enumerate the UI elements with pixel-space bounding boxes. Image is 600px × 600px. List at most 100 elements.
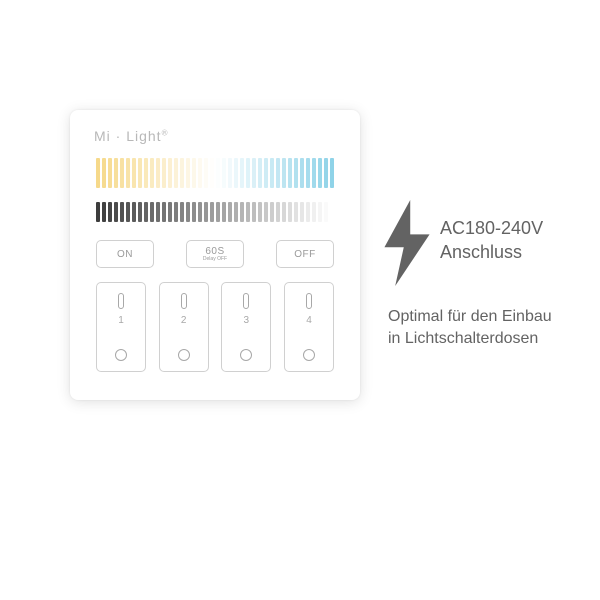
cct-segment (312, 158, 316, 188)
voltage-line-1: AC180-240V (440, 216, 543, 240)
cct-segment (108, 158, 112, 188)
dim-segment (276, 202, 280, 222)
button-row: ON 60S Delay OFF OFF (96, 240, 334, 268)
on-label: ON (117, 249, 133, 260)
zone-number: 2 (181, 315, 187, 326)
dim-segment (150, 202, 154, 222)
cct-segment (204, 158, 208, 188)
dim-segment (216, 202, 220, 222)
cct-segment (180, 158, 184, 188)
cct-segment (102, 158, 106, 188)
zone-number: 3 (244, 315, 250, 326)
cct-segment (330, 158, 334, 188)
registered-mark: ® (162, 128, 169, 137)
cct-segment (168, 158, 172, 188)
brand-label: Mi · Light® (94, 128, 342, 144)
dim-segment (264, 202, 268, 222)
dim-segment (288, 202, 292, 222)
dim-segment (174, 202, 178, 222)
color-temperature-slider[interactable] (96, 158, 334, 188)
dim-segment (198, 202, 202, 222)
delay-off-button[interactable]: 60S Delay OFF (186, 240, 244, 268)
voltage-line-2: Anschluss (440, 240, 543, 264)
desc-line-1: Optimal für den Einbau (388, 306, 552, 328)
zone-button-4[interactable]: 4 (284, 282, 334, 372)
cct-segment (240, 158, 244, 188)
dim-segment (204, 202, 208, 222)
cct-segment (300, 158, 304, 188)
cct-segment (282, 158, 286, 188)
dim-segment (294, 202, 298, 222)
dim-segment (306, 202, 310, 222)
cct-segment (306, 158, 310, 188)
dim-segment (156, 202, 160, 222)
zone-button-2[interactable]: 2 (159, 282, 209, 372)
dim-segment (126, 202, 130, 222)
cct-segment (120, 158, 124, 188)
lightning-bolt-icon (380, 200, 434, 286)
brightness-up-icon (181, 293, 187, 309)
brightness-up-icon (243, 293, 249, 309)
cct-segment (216, 158, 220, 188)
dim-segment (210, 202, 214, 222)
cct-segment (144, 158, 148, 188)
cct-segment (150, 158, 154, 188)
desc-line-2: in Lichtschalterdosen (388, 328, 552, 350)
dim-segment (324, 202, 328, 222)
dim-segment (192, 202, 196, 222)
cct-segment (252, 158, 256, 188)
zones-row: 1 2 3 4 (96, 282, 334, 386)
delay-sub-label: Delay OFF (203, 257, 227, 263)
dim-segment (186, 202, 190, 222)
zone-button-3[interactable]: 3 (221, 282, 271, 372)
cct-segment (276, 158, 280, 188)
cct-segment (132, 158, 136, 188)
cct-segment (174, 158, 178, 188)
dim-segment (102, 202, 106, 222)
zone-number: 4 (306, 315, 312, 326)
cct-segment (318, 158, 322, 188)
dim-segment (96, 202, 100, 222)
cct-segment (264, 158, 268, 188)
dim-segment (222, 202, 226, 222)
brightness-up-icon (118, 293, 124, 309)
description-text: Optimal für den Einbau in Lichtschalterd… (388, 306, 552, 349)
off-button[interactable]: OFF (276, 240, 334, 268)
zone-number: 1 (118, 315, 124, 326)
dim-segment (132, 202, 136, 222)
cct-segment (288, 158, 292, 188)
brightness-up-icon (306, 293, 312, 309)
cct-segment (138, 158, 142, 188)
power-circle-icon (115, 349, 127, 361)
dim-segment (246, 202, 250, 222)
cct-segment (198, 158, 202, 188)
dim-segment (258, 202, 262, 222)
zone-button-1[interactable]: 1 (96, 282, 146, 372)
voltage-text: AC180-240V Anschluss (440, 216, 543, 265)
cct-segment (192, 158, 196, 188)
brightness-slider[interactable] (96, 202, 334, 222)
dim-segment (240, 202, 244, 222)
cct-segment (156, 158, 160, 188)
dim-segment (114, 202, 118, 222)
dim-segment (318, 202, 322, 222)
on-button[interactable]: ON (96, 240, 154, 268)
cct-segment (186, 158, 190, 188)
cct-segment (162, 158, 166, 188)
cct-segment (126, 158, 130, 188)
off-label: OFF (294, 249, 316, 260)
dim-segment (252, 202, 256, 222)
dim-segment (234, 202, 238, 222)
dim-segment (228, 202, 232, 222)
cct-segment (258, 158, 262, 188)
dim-segment (108, 202, 112, 222)
wall-panel: Mi · Light® ON 60S Delay OFF OFF 1 2 3 4 (70, 110, 360, 400)
cct-segment (210, 158, 214, 188)
cct-segment (222, 158, 226, 188)
power-circle-icon (303, 349, 315, 361)
cct-segment (228, 158, 232, 188)
dim-segment (270, 202, 274, 222)
dim-segment (330, 202, 334, 222)
cct-segment (324, 158, 328, 188)
brand-text: Mi · Light (94, 128, 162, 144)
